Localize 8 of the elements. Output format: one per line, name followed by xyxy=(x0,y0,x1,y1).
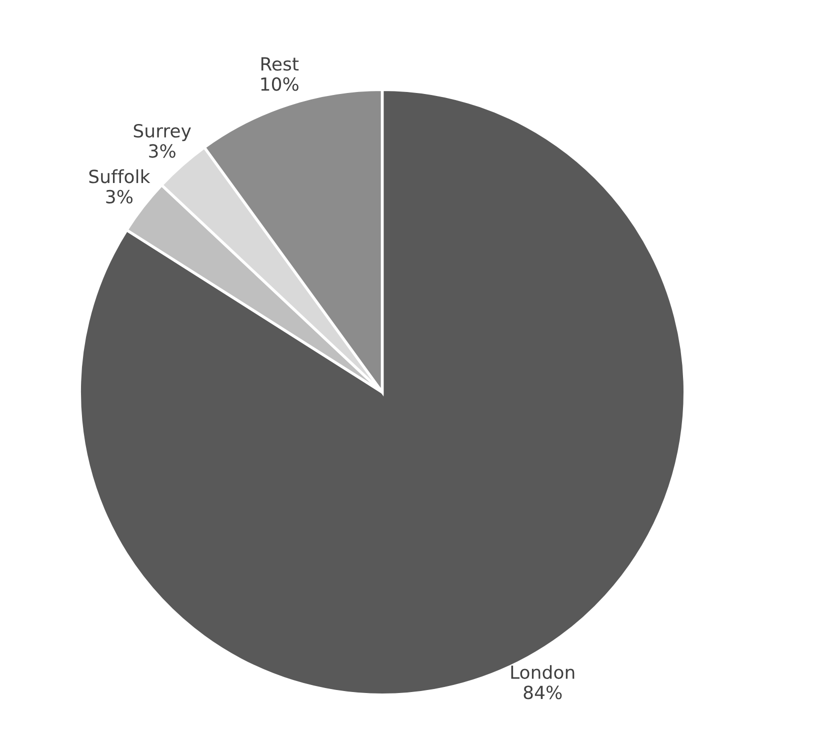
slice-label: London xyxy=(511,665,574,680)
data-label: 84% xyxy=(524,686,562,700)
data-label: 10% xyxy=(261,77,298,91)
slice-label: Surrey xyxy=(134,124,191,142)
data-label: 3% xyxy=(149,144,176,158)
slice-label: Suffolk xyxy=(89,169,150,184)
data-label: 3% xyxy=(106,190,133,204)
slice-label: Rest xyxy=(261,57,299,71)
